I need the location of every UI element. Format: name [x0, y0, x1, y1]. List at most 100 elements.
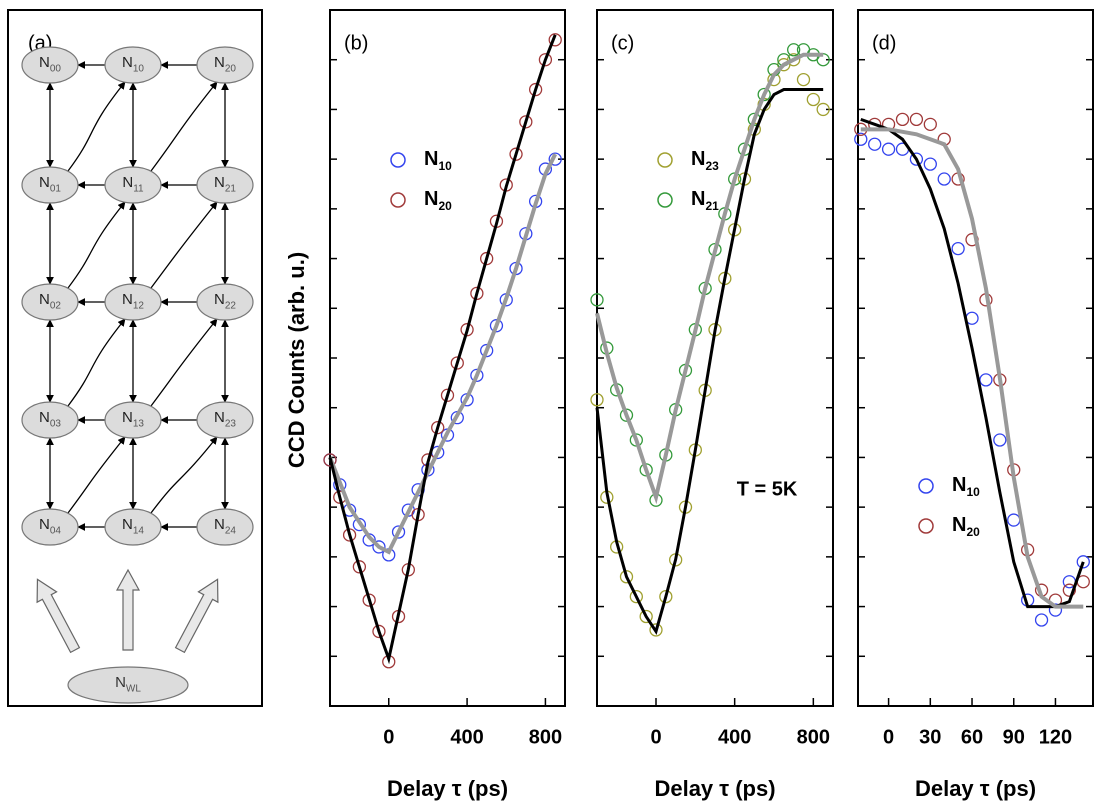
- legend-marker: [918, 518, 934, 534]
- data-point: [480, 251, 494, 266]
- node: [21, 283, 79, 321]
- data-point: [787, 43, 801, 57]
- plot-frame: [329, 9, 566, 707]
- data-point: [528, 82, 543, 97]
- data-point: [323, 453, 337, 467]
- data-point: [881, 142, 896, 156]
- data-point: [796, 72, 811, 87]
- fit-line: [328, 34, 557, 665]
- x-axis-label: Delay τ (ps): [654, 776, 775, 801]
- legend-label: N23: [691, 148, 719, 173]
- node-label: N22: [214, 291, 236, 311]
- data-point: [659, 589, 673, 604]
- data-point: [519, 115, 533, 129]
- data-point: [1062, 583, 1077, 597]
- node-label: N03: [39, 409, 61, 429]
- data-point: [440, 388, 455, 402]
- node-label: N02: [39, 291, 61, 311]
- data-point: [548, 33, 562, 47]
- legend-marker: [918, 478, 934, 494]
- data-point: [489, 319, 504, 333]
- data-point: [909, 152, 924, 166]
- x-tick-label: 400: [450, 726, 483, 748]
- x-tick-label: 0: [383, 726, 394, 748]
- x-tick-label: 800: [797, 726, 830, 748]
- data-point: [757, 87, 771, 102]
- node: [21, 508, 79, 546]
- x-axis-label: Delay τ (ps): [387, 776, 508, 801]
- fit-line: [595, 52, 824, 505]
- data-point: [470, 368, 484, 383]
- node: [104, 401, 162, 439]
- data-point: [993, 433, 1007, 447]
- pump-arrow: [174, 578, 219, 654]
- data-point: [470, 286, 484, 301]
- node-label: N23: [214, 409, 236, 429]
- node: [104, 166, 162, 204]
- legend-label: N20: [424, 188, 452, 213]
- arrow: [67, 201, 126, 289]
- legend-marker: [657, 192, 673, 208]
- pump-arrow: [115, 568, 141, 651]
- reservoir: [67, 666, 189, 704]
- data-point: [431, 420, 445, 435]
- node: [104, 508, 162, 546]
- data-point: [590, 393, 604, 407]
- data-point: [372, 540, 386, 554]
- data-point: [548, 152, 562, 166]
- node: [21, 46, 79, 84]
- node-label: N04: [39, 516, 61, 536]
- panel-label: (c): [611, 32, 634, 54]
- data-point: [538, 53, 553, 67]
- x-tick-label: 30: [919, 726, 941, 748]
- node: [196, 283, 254, 321]
- data-point: [1048, 603, 1063, 617]
- x-tick-label: 800: [529, 726, 562, 748]
- x-tick-label: 60: [961, 726, 983, 748]
- fit-line: [860, 117, 1085, 609]
- diagram-frame: [7, 9, 263, 707]
- fit-line: [595, 88, 824, 635]
- node-label: N13: [122, 409, 144, 429]
- node: [196, 508, 254, 546]
- panel-label: (b): [344, 32, 368, 54]
- data-point: [923, 157, 937, 171]
- reservoir-label: NWL: [115, 674, 141, 694]
- node-label: N24: [214, 516, 236, 536]
- node: [104, 283, 162, 321]
- node: [21, 401, 79, 439]
- data-point: [937, 172, 951, 186]
- legend-marker: [390, 152, 406, 168]
- data-point: [372, 624, 386, 639]
- node-label: N01: [39, 174, 61, 194]
- node-label: N11: [122, 174, 144, 194]
- node-label: N14: [122, 516, 144, 536]
- arrow: [150, 201, 218, 289]
- data-point: [806, 92, 820, 107]
- data-point: [639, 609, 653, 624]
- node: [196, 401, 254, 439]
- node: [21, 166, 79, 204]
- data-point: [895, 112, 910, 127]
- node-label: N21: [214, 174, 236, 194]
- data-point: [352, 560, 367, 574]
- data-point: [619, 570, 634, 584]
- arrow: [150, 81, 218, 172]
- data-point: [1007, 513, 1021, 527]
- fit-line: [860, 127, 1084, 609]
- node-label: N20: [214, 54, 236, 74]
- node-label: N00: [39, 54, 61, 74]
- data-point: [480, 343, 494, 358]
- data-point: [816, 102, 830, 117]
- panel-label: (d): [872, 32, 896, 54]
- arrow: [67, 81, 126, 172]
- legend-marker: [390, 192, 406, 208]
- data-point: [649, 623, 663, 637]
- arrow: [150, 436, 218, 514]
- legend-marker: [657, 152, 673, 168]
- node: [196, 166, 254, 204]
- pump-arrow: [36, 578, 81, 654]
- data-point: [923, 117, 937, 131]
